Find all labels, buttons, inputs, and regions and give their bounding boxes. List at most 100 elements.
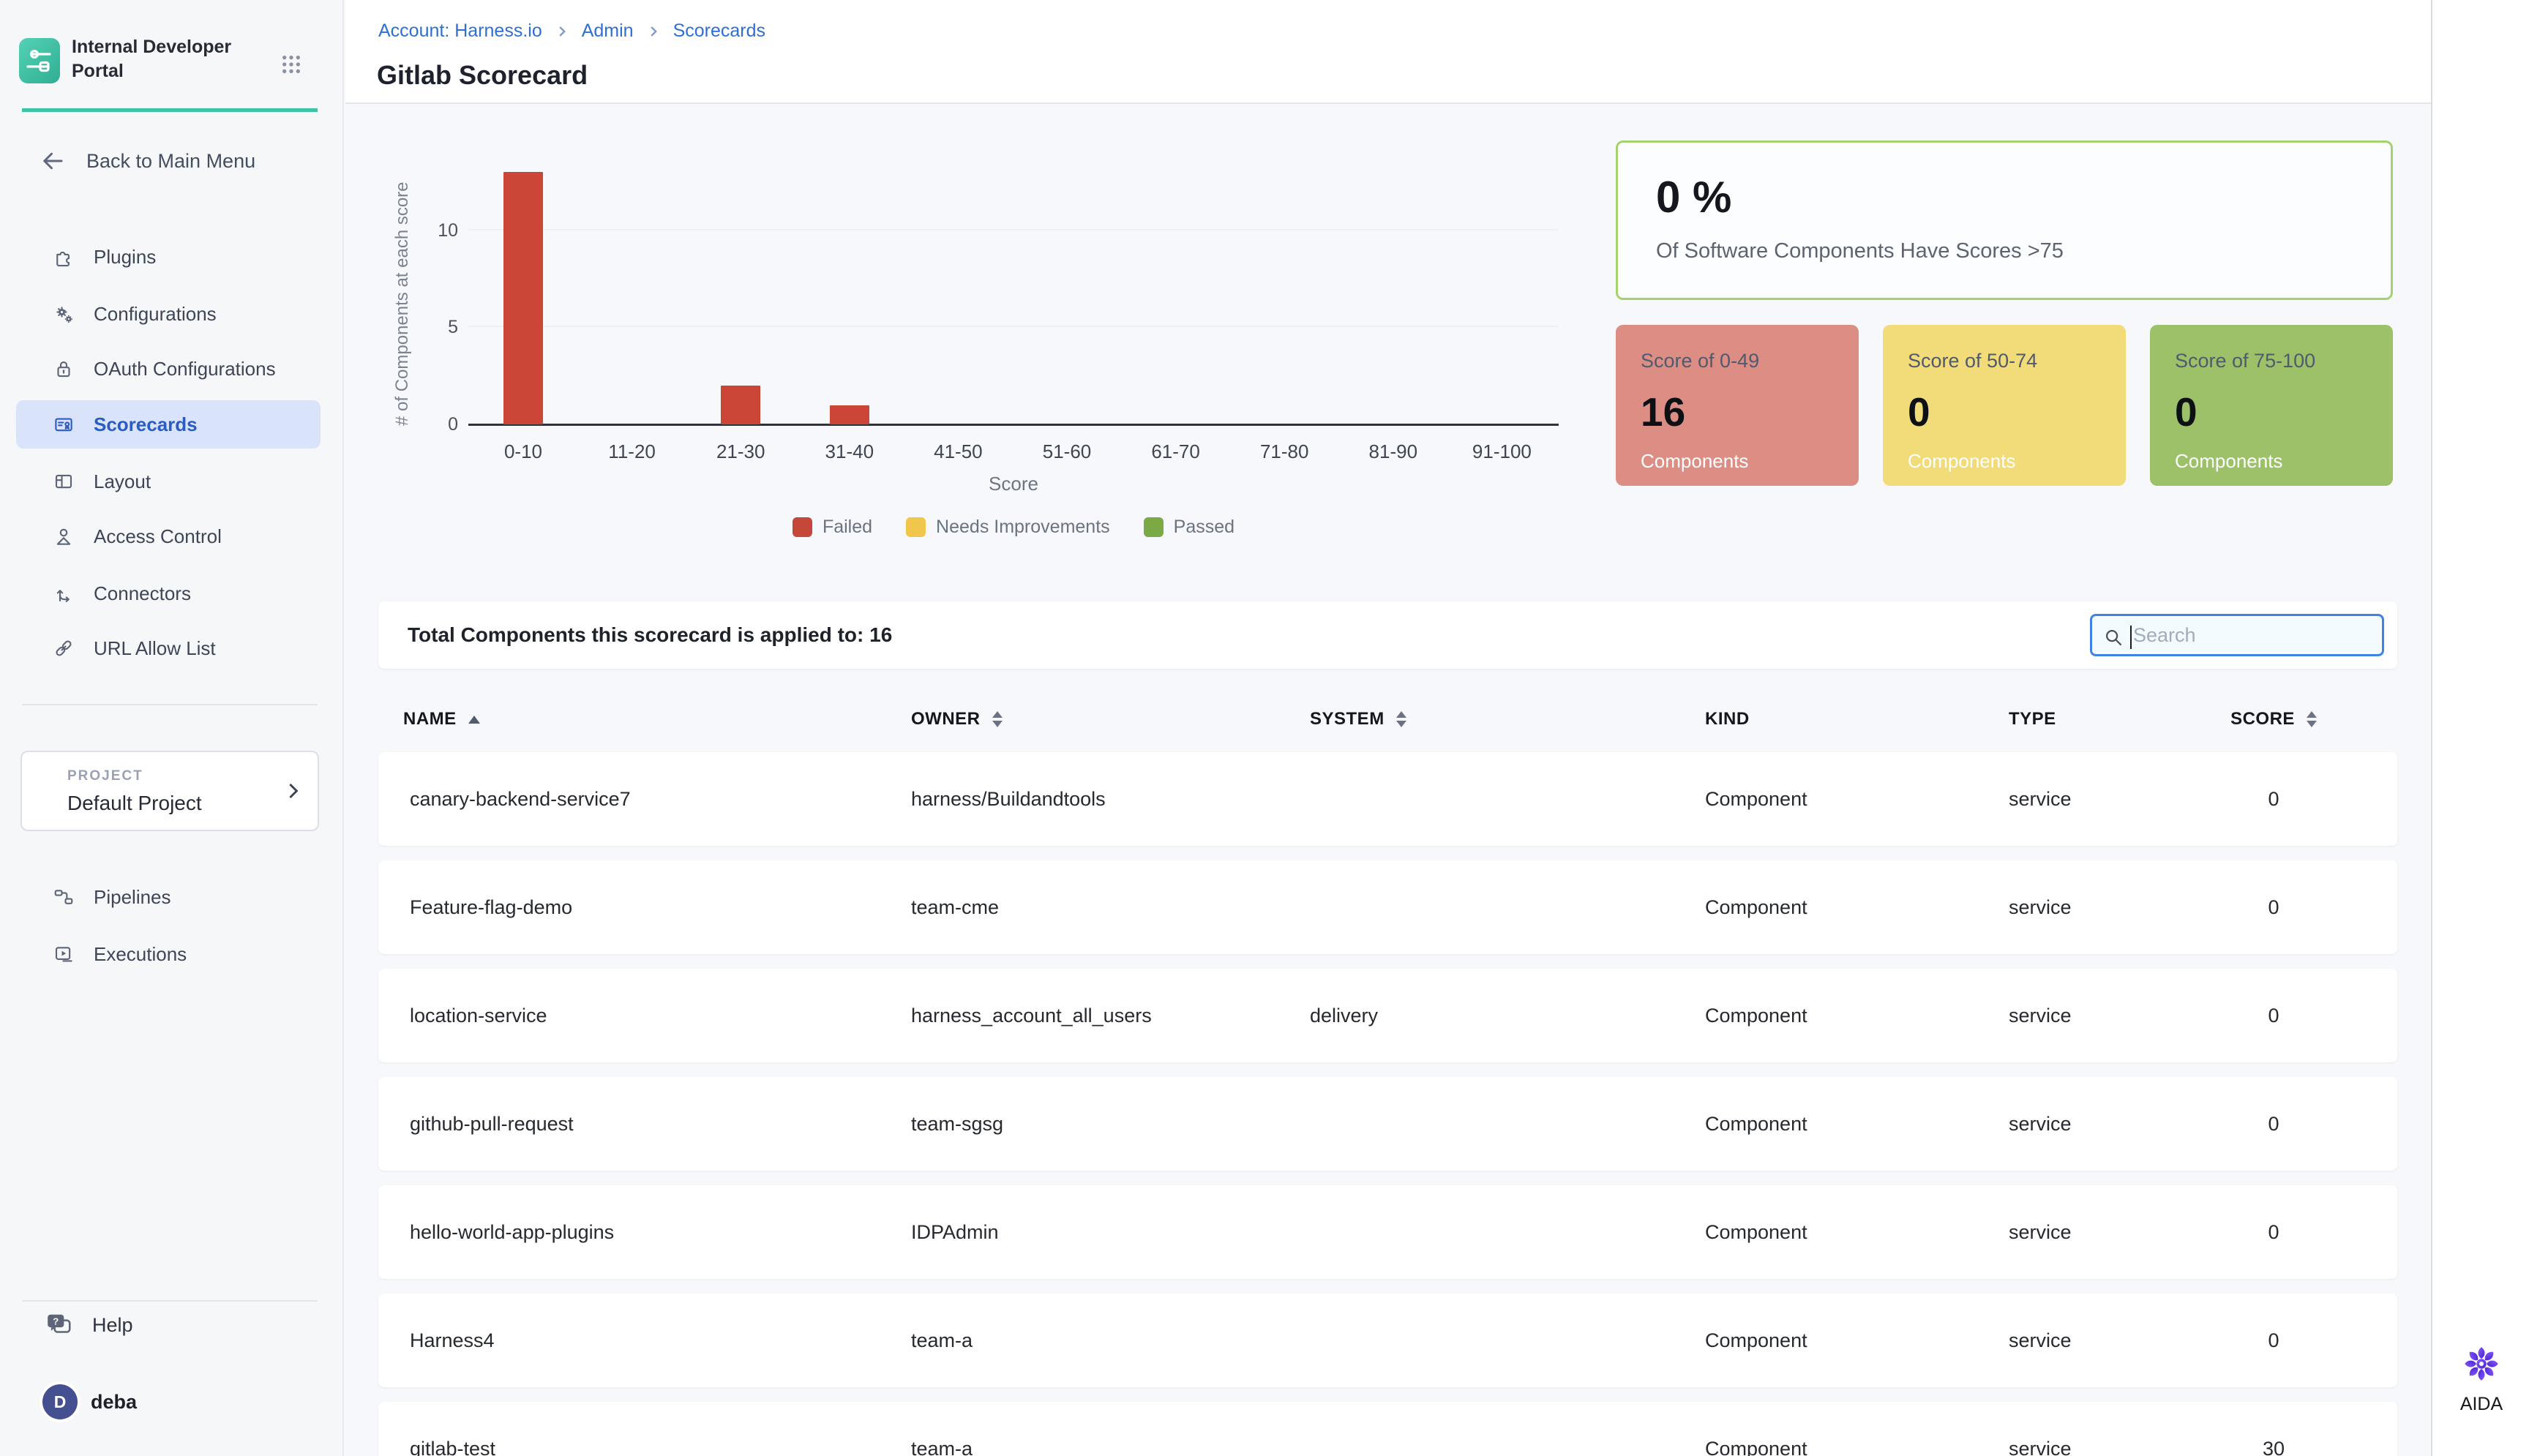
cell-kind: Component [1705, 787, 1807, 810]
cell-type: service [2009, 1437, 2072, 1456]
cell-name: location-service [410, 1004, 547, 1027]
back-to-main-menu[interactable]: Back to Main Menu [40, 145, 303, 177]
column-header-system[interactable]: SYSTEM [1310, 699, 1406, 739]
score-card-value: 0 [1908, 389, 1930, 435]
gears-icon [56, 307, 72, 323]
x-axis-tick: 91-100 [1472, 440, 1532, 462]
aida-widget[interactable]: AIDA [2432, 1345, 2529, 1415]
gridline [468, 228, 1559, 230]
table-row[interactable]: Feature-flag-demo team-cme Component ser… [378, 860, 2397, 954]
harness-idp-logo[interactable] [19, 38, 60, 83]
user-menu[interactable]: D deba [42, 1384, 137, 1419]
person-icon [56, 528, 71, 545]
x-axis-tick: 31-40 [825, 440, 874, 462]
percent-value: 0 % [1656, 173, 1732, 222]
sidebar-item-label: Scorecards [94, 413, 198, 435]
search-input[interactable] [2133, 616, 2382, 654]
sidebar-item-oauth-configurations[interactable]: OAuth Configurations [16, 345, 321, 393]
sidebar-item-label: Configurations [94, 302, 217, 325]
sidebar-item-label: Layout [94, 470, 151, 492]
scorecard-icon [55, 418, 72, 432]
sidebar-item-executions[interactable]: Executions [16, 930, 321, 978]
sort-both-icon [1395, 711, 1406, 727]
page-title: Gitlab Scorecard [377, 60, 588, 90]
x-axis-tick: 51-60 [1042, 440, 1092, 462]
table-row[interactable]: gitlab-test team-a Component service 30 [378, 1402, 2397, 1456]
user-name: deba [91, 1390, 138, 1413]
breadcrumb-account[interactable]: Account: Harness.io [378, 20, 542, 41]
sidebar-item-pipelines[interactable]: Pipelines [16, 873, 321, 921]
sidebar-item-layout[interactable]: Layout [16, 457, 321, 506]
table-row[interactable]: canary-backend-service7 harness/Buildand… [378, 752, 2397, 846]
cell-kind: Component [1705, 1220, 1807, 1243]
column-header-score[interactable]: SCORE [2193, 699, 2354, 739]
table-header-row: NAME OWNER SYSTEM KIND TYPE SCORE [378, 699, 2397, 739]
cell-kind: Component [1705, 896, 1807, 918]
breadcrumb-admin[interactable]: Admin [581, 20, 634, 41]
sidebar-item-connectors[interactable]: Connectors [16, 569, 321, 618]
score-card-title: Score of 0-49 [1641, 350, 1760, 372]
cell-score: 0 [2268, 1004, 2279, 1027]
sort-both-icon [2306, 711, 2317, 727]
help-button[interactable]: ? Help [44, 1311, 133, 1339]
lock-icon [57, 361, 70, 378]
legend-item: Needs Improvements [906, 517, 1110, 538]
total-components-card: Total Components this scorecard is appli… [378, 601, 2397, 669]
right-rail: AIDA [2431, 0, 2529, 1456]
project-selector[interactable]: PROJECT Default Project [20, 751, 319, 831]
chart-x-axis-line [468, 424, 1559, 426]
percent-caption: Of Software Components Have Scores >75 [1656, 239, 2064, 263]
sidebar-item-plugins[interactable]: Plugins [16, 233, 321, 281]
column-header-owner[interactable]: OWNER [911, 699, 1003, 739]
cell-owner: harness_account_all_users [911, 1004, 1152, 1027]
search-icon [2106, 630, 2122, 646]
cell-owner: team-sgsg [911, 1112, 1004, 1135]
column-header-label: SYSTEM [1310, 709, 1385, 729]
sidebar-item-label: OAuth Configurations [94, 357, 276, 380]
table-row[interactable]: Harness4 team-a Component service 0 [378, 1294, 2397, 1387]
cell-type: service [2009, 896, 2072, 918]
cell-name: hello-world-app-plugins [410, 1220, 615, 1243]
sidebar-item-label: Plugins [94, 245, 157, 268]
column-header-name[interactable]: NAME [403, 699, 480, 739]
column-header-label: TYPE [2009, 709, 2056, 729]
table-row[interactable]: location-service harness_account_all_use… [378, 969, 2397, 1062]
app-title: Internal Developer Portal [72, 37, 232, 81]
pipelines-icon [54, 890, 73, 904]
score-card-value: 0 [2175, 389, 2198, 435]
cell-kind: Component [1705, 1437, 1807, 1456]
sidebar-item-label: Access Control [94, 525, 222, 547]
x-axis-tick: 61-70 [1151, 440, 1200, 462]
chart-bar [829, 405, 869, 424]
help-chat-icon: ? [48, 1314, 71, 1333]
table-row[interactable]: github-pull-request team-sgsg Component … [378, 1077, 2397, 1171]
gridline [468, 326, 1559, 328]
legend-item: Failed [792, 517, 872, 538]
page-header [345, 0, 2431, 104]
puzzle-icon [56, 251, 70, 267]
cell-owner: team-a [911, 1437, 973, 1456]
column-header-label: NAME [403, 709, 457, 729]
apps-grid-icon[interactable] [280, 53, 303, 76]
sidebar-divider [22, 1300, 318, 1302]
sidebar-item-scorecards[interactable]: Scorecards [16, 400, 321, 449]
chart-x-axis-label: Score [989, 473, 1038, 495]
sidebar-item-configurations[interactable]: Configurations [16, 290, 321, 338]
sidebar-item-access-control[interactable]: Access Control [16, 512, 321, 560]
legend-label: Passed [1173, 517, 1235, 537]
chart-legend: Failed Needs Improvements Passed [468, 517, 1559, 538]
legend-swatch [792, 517, 812, 537]
column-header-type: TYPE [2009, 699, 2056, 739]
total-components-label: Total Components this scorecard is appli… [408, 623, 893, 646]
table-row[interactable]: hello-world-app-plugins IDPAdmin Compone… [378, 1185, 2397, 1279]
x-axis-tick: 71-80 [1259, 440, 1309, 462]
sidebar-item-url-allow-list[interactable]: URL Allow List [16, 624, 321, 672]
cell-score: 0 [2268, 1329, 2279, 1351]
cell-type: service [2009, 787, 2072, 810]
breadcrumb-scorecards[interactable]: Scorecards [672, 20, 766, 41]
cell-owner: IDPAdmin [911, 1220, 999, 1243]
aida-label: AIDA [2459, 1394, 2503, 1414]
cell-owner: team-cme [911, 896, 1000, 918]
branch-arrows-icon [56, 590, 70, 602]
